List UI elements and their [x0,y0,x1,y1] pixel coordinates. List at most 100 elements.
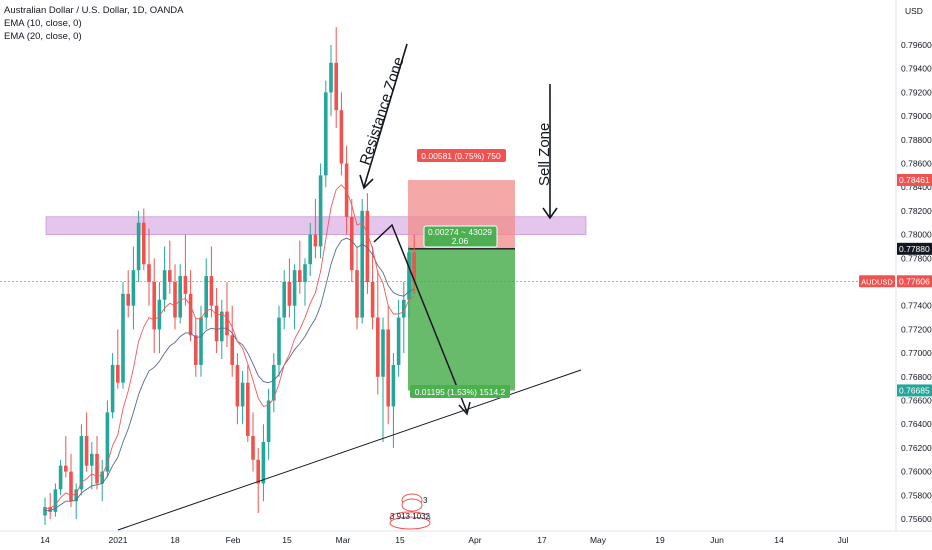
y-tick-label: 0.78400 [901,182,932,192]
candle-body [235,364,240,407]
projection-arrow-head [458,401,471,416]
indicator-ema10[interactable]: EMA (10, close, 0) [4,18,82,29]
x-tick-label: 17 [537,535,547,545]
candle-body [79,436,84,490]
candle-body [152,282,156,330]
event-badge-2: 3 913 1032 [390,512,431,521]
event-badges[interactable]: 3 3 913 1032 [389,493,431,530]
candle-body [74,489,78,502]
x-axis-ticks: 14 2021 18 Feb 15 Mar 15 Apr 17 May 19 Jun 14 Jul [40,535,848,545]
ema-20-line[interactable] [45,237,415,512]
candle-body [376,317,380,377]
y-tick-label: 0.76600 [901,396,932,406]
candle-body [381,329,385,377]
candle-body [266,400,271,442]
candle-body [407,252,411,300]
y-tick-label: 0.77200 [901,324,932,334]
ema-10-line[interactable] [45,184,415,509]
symbol-tag-label: AUDUSD [861,277,893,286]
y-tick-label: 0.78800 [901,135,932,145]
price-tag-label: 0.76685 [899,385,930,395]
price-tag-box [897,384,932,397]
price-tag-box [897,242,932,255]
candle-body [225,311,229,336]
x-tick-label: 15 [395,535,405,545]
candle-body [298,270,302,282]
resistance-zone-label[interactable]: Resistance Zone [357,55,408,167]
x-tick-label: 15 [282,535,292,545]
candle-body [350,216,354,271]
candle-body [360,210,364,318]
y-tick-label: 0.79600 [901,40,932,50]
candle-body [303,264,307,282]
candle-body [147,264,151,282]
x-tick-label: 19 [655,535,665,545]
candle-body [64,465,68,472]
symbol-title[interactable]: Australian Dollar / U.S. Dollar, 1D, OAN… [4,5,184,16]
x-tick-label: Feb [226,535,241,545]
y-tick-label: 0.78000 [901,230,932,240]
y-tick-label: 0.76000 [901,467,932,477]
take-profit-area[interactable] [408,248,515,391]
support-trendline[interactable] [117,369,582,531]
y-tick-label: 0.79000 [901,111,932,121]
candle-body [183,276,188,294]
x-tick-label: 2021 [109,535,128,545]
price-axis-panel[interactable] [896,0,932,550]
candle-body [386,329,390,407]
y-tick-label: 0.75800 [901,490,932,500]
price-tag-label: 0.77880 [899,244,930,254]
y-tick-label: 0.77400 [901,301,932,311]
resistance-arrow-line[interactable] [363,43,408,188]
stop-label: 0.00581 (0.75%) 750 [421,151,501,161]
entry-label-2: 2.06 [452,236,469,246]
candle-body [204,276,208,318]
candle-body [370,282,375,318]
candle-body [365,210,370,282]
candle-body [355,270,359,318]
candle-body [313,234,318,247]
y-tick-label: 0.77000 [901,348,932,358]
projection-path[interactable] [373,223,468,413]
sell-zone-label[interactable]: Sell Zone [536,123,553,186]
candle-body [261,441,266,484]
candle-body [173,282,177,318]
resistance-arrow-head [359,174,374,190]
candle-body [162,270,167,300]
candle-body [256,459,260,484]
candle-body [214,305,219,342]
candle-body [178,276,182,318]
candle-body [282,282,286,318]
price-tag-label: 0.78461 [899,175,930,185]
indicator-ema20[interactable]: EMA (20, close, 0) [4,31,82,42]
candle-body [121,293,125,383]
candle-body [308,234,312,265]
candle-body [246,382,250,437]
candle-body [240,382,245,407]
x-tick-label: 14 [40,535,50,545]
candle-body [209,276,214,306]
x-tick-label: Jul [838,535,849,545]
candle-body [334,62,338,111]
candle-body [329,62,333,93]
candle-body [84,436,89,466]
target-label-box [410,385,510,398]
x-tick-label: Apr [468,535,481,545]
candle-body [116,364,120,383]
symbol-tag-box [859,275,895,288]
stop-label-box [417,149,506,162]
candle-body [100,471,104,484]
x-tick-label: May [590,535,607,545]
candle-body [48,507,52,512]
candle-body [277,317,281,365]
candle-body [58,465,63,490]
y-tick-label: 0.79400 [901,64,932,74]
candle-body [287,282,292,306]
candle-body [53,489,58,512]
candle-body [43,507,47,516]
candle-body [391,364,396,407]
chart-legend[interactable]: Australian Dollar / U.S. Dollar, 1D, OAN… [4,4,184,43]
y-tick-label: 0.78200 [901,206,932,216]
